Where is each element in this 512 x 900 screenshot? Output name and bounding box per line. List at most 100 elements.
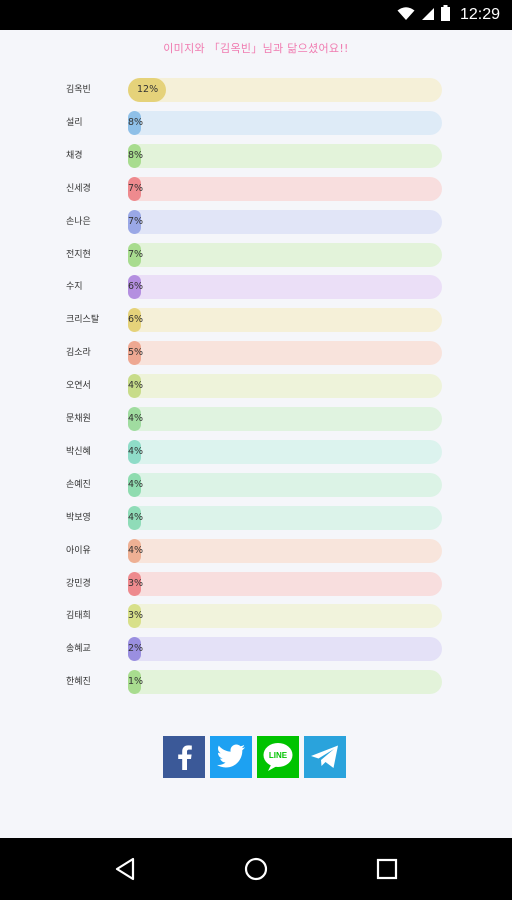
ranking-bar-track: 8%	[128, 143, 442, 168]
ranking-percent: 4%	[128, 380, 144, 392]
home-icon	[244, 857, 268, 881]
ranking-percent: 8%	[128, 116, 144, 128]
facebook-share-button[interactable]	[163, 736, 205, 778]
ranking-name: 전지현	[66, 249, 91, 260]
navigation-bar	[0, 838, 512, 900]
signal-icon	[421, 6, 435, 25]
ranking-name: 아이유	[66, 545, 91, 556]
recents-icon	[376, 858, 397, 880]
battery-icon	[440, 5, 450, 25]
ranking-bar-track: 12%	[128, 78, 442, 102]
ranking-bar-fill	[128, 571, 141, 596]
line-icon: LINE	[263, 743, 293, 771]
ranking-name: 크리스탈	[66, 315, 100, 326]
ranking-row: 김소라 5%	[0, 341, 512, 366]
ranking-row: 김옥빈 12%	[0, 78, 512, 102]
ranking-bar-track: 4%	[128, 538, 442, 563]
ranking-row: 송혜교 2%	[0, 637, 512, 662]
ranking-name: 강민경	[66, 578, 91, 589]
ranking-bar-fill	[128, 308, 141, 333]
ranking-bar-fill	[128, 604, 141, 629]
ranking-row: 문채원 4%	[0, 407, 512, 431]
ranking-bar-track: 2%	[128, 637, 442, 662]
ranking-row: 박신혜 4%	[0, 439, 512, 464]
ranking-row: 채경 8%	[0, 143, 512, 168]
status-time: 12:29	[459, 6, 500, 23]
ranking-percent: 4%	[128, 478, 144, 490]
ranking-bar-track: 3%	[128, 571, 442, 596]
ranking-bar-fill	[128, 275, 141, 300]
ranking-bar-fill	[128, 472, 141, 497]
ranking-percent: 4%	[128, 544, 144, 556]
twitter-share-button[interactable]	[210, 736, 252, 778]
result-headline: 이미지와 「김옥빈」님과 닮으셨어요!!	[163, 42, 349, 55]
ranking-row: 수지 6%	[0, 275, 512, 300]
ranking-bar-fill	[128, 439, 141, 464]
ranking-bar-track: 7%	[128, 242, 442, 267]
back-button[interactable]	[105, 849, 145, 889]
ranking-bar-track: 4%	[128, 505, 442, 530]
ranking-percent: 3%	[128, 577, 144, 589]
back-icon	[116, 857, 135, 881]
ranking-row: 김태희 3%	[0, 604, 512, 629]
ranking-name: 김옥빈	[66, 85, 91, 95]
ranking-bar-fill	[128, 209, 141, 234]
home-button[interactable]	[236, 849, 276, 889]
ranking-percent: 6%	[128, 314, 144, 326]
ranking-bar-fill	[128, 176, 141, 201]
telegram-share-button[interactable]	[304, 736, 346, 778]
ranking-name: 오연서	[66, 381, 91, 392]
ranking-bar-fill	[128, 110, 141, 135]
facebook-icon	[178, 745, 192, 770]
ranking-bar-track: 5%	[128, 341, 442, 366]
result-page: 이미지와 「김옥빈」님과 닮으셨어요!! 김옥빈 12% 설리 8% 채경 8% 신세경 7%…	[0, 30, 512, 838]
ranking-name: 설리	[66, 117, 83, 128]
ranking-row: 손나은 7%	[0, 209, 512, 234]
ranking-name: 손나은	[66, 216, 91, 227]
ranking-bar-track: 8%	[128, 110, 442, 135]
ranking-percent: 3%	[128, 610, 144, 622]
ranking-percent: 1%	[128, 676, 144, 688]
ranking-bar-track: 6%	[128, 308, 442, 333]
ranking-percent: 7%	[128, 248, 144, 260]
ranking-row: 오연서 4%	[0, 374, 512, 399]
wifi-icon	[397, 6, 415, 25]
ranking-row: 크리스탈 6%	[0, 308, 512, 333]
ranking-row: 한혜진 1%	[0, 670, 512, 695]
ranking-bar-track: 4%	[128, 374, 442, 399]
line-icon-label: LINE	[269, 751, 288, 760]
ranking-bar-fill	[128, 538, 141, 563]
ranking-percent: 4%	[128, 445, 144, 457]
ranking-row: 손예진 4%	[0, 472, 512, 497]
share-bar: LINE	[163, 736, 346, 778]
status-bar: 12:29	[0, 0, 512, 30]
ranking-name: 수지	[66, 282, 83, 293]
ranking-percent: 7%	[128, 215, 144, 227]
ranking-bar-fill	[128, 341, 141, 366]
ranking-bar-track: 4%	[128, 439, 442, 464]
ranking-percent: 7%	[128, 182, 144, 194]
ranking-name: 신세경	[66, 183, 91, 194]
ranking-bar-track: 6%	[128, 275, 442, 300]
line-share-button[interactable]: LINE	[257, 736, 299, 778]
ranking-name: 박보영	[66, 512, 91, 523]
ranking-row: 박보영 4%	[0, 505, 512, 530]
ranking-bar-fill	[128, 637, 141, 662]
ranking-row: 강민경 3%	[0, 571, 512, 596]
ranking-bar-fill	[128, 242, 141, 267]
recents-button[interactable]	[367, 849, 407, 889]
ranking-bar-fill	[128, 374, 141, 399]
ranking-name: 한혜진	[66, 677, 91, 688]
twitter-icon	[216, 744, 246, 768]
ranking-bar-fill	[128, 670, 141, 695]
ranking-bar-track: 7%	[128, 176, 442, 201]
ranking-bar-track: 7%	[128, 209, 442, 234]
ranking-bar-fill	[128, 505, 141, 530]
ranking-row: 설리 8%	[0, 110, 512, 135]
ranking-name: 김소라	[66, 348, 91, 359]
ranking-row: 신세경 7%	[0, 176, 512, 201]
ranking-percent: 4%	[128, 413, 144, 424]
ranking-bar-fill	[128, 78, 166, 102]
ranking-percent: 6%	[128, 281, 144, 293]
ranking-row: 전지현 7%	[0, 242, 512, 267]
